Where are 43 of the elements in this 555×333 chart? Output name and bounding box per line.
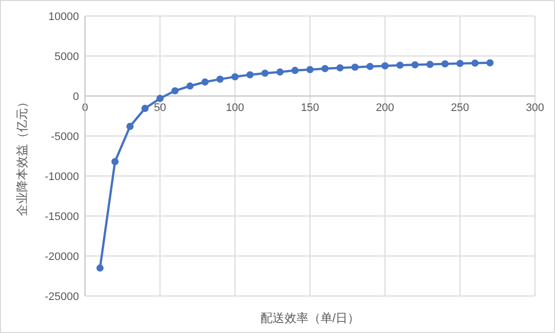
point [381, 62, 389, 70]
point [456, 60, 464, 68]
point [186, 82, 194, 90]
point [126, 122, 134, 130]
point [396, 62, 404, 69]
x-tick-label: 250 [450, 102, 470, 114]
point [141, 104, 149, 112]
y-axis-title: 企业降本效益（亿元） [15, 96, 29, 216]
y-tick-label: -20000 [44, 251, 79, 263]
y-tick-label: 0 [72, 91, 79, 103]
point [246, 71, 254, 78]
point [471, 60, 479, 67]
y-tick-label: 5000 [54, 51, 79, 63]
x-axis-title: 配送效率（单/日） [260, 311, 360, 325]
point [231, 73, 239, 80]
y-tick-label: 10000 [48, 11, 79, 23]
point [486, 59, 494, 66]
y-tick-label: -10000 [44, 171, 79, 183]
x-tick-label: 300 [526, 102, 544, 114]
point [306, 66, 314, 74]
point [216, 76, 224, 83]
point [321, 65, 329, 72]
x-tick-label: 100 [226, 102, 244, 114]
point [426, 60, 434, 68]
y-tick-label: -5000 [50, 131, 79, 143]
y-tick-label: -15000 [44, 211, 79, 223]
point [171, 87, 179, 94]
y-tick-label: -25000 [44, 291, 79, 303]
point [96, 264, 104, 272]
x-tick-label: 200 [376, 102, 394, 114]
x-tick-label: 150 [300, 102, 320, 114]
point [156, 94, 164, 102]
point [441, 60, 449, 68]
point [351, 64, 359, 71]
point [261, 70, 269, 77]
point [411, 61, 419, 68]
point [111, 158, 119, 166]
point [291, 66, 299, 74]
point [201, 78, 209, 86]
point [276, 68, 284, 76]
point [336, 64, 344, 72]
x-tick-label: 50 [154, 102, 166, 114]
point [366, 62, 374, 70]
